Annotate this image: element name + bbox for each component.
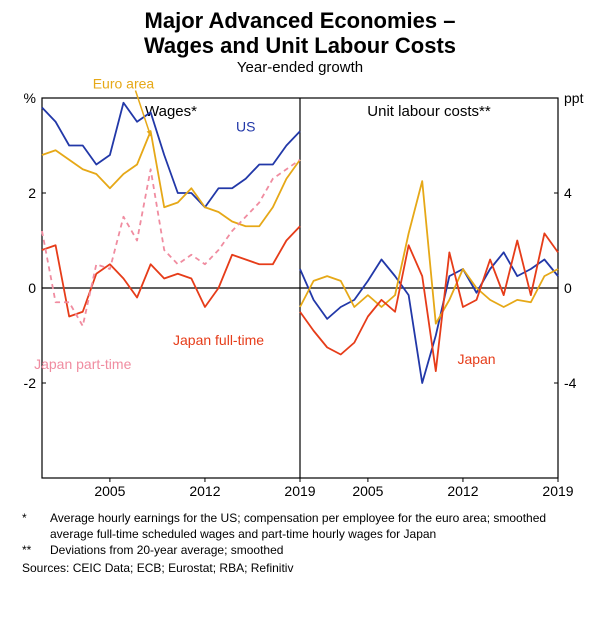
- svg-text:2019: 2019: [284, 483, 315, 499]
- svg-text:2: 2: [28, 185, 36, 201]
- footnote-2-marker: **: [22, 542, 50, 558]
- chart-title-2: Wages and Unit Labour Costs: [0, 33, 600, 58]
- sources-text: CEIC Data; ECB; Eurostat; RBA; Refinitiv: [73, 561, 294, 575]
- chart-subtitle: Year-ended growth: [0, 59, 600, 76]
- svg-text:-2: -2: [24, 375, 37, 391]
- footnote-1-marker: *: [22, 510, 50, 526]
- svg-text:Japan part-time: Japan part-time: [34, 355, 131, 371]
- footnotes: *Average hourly earnings for the US; com…: [0, 506, 600, 577]
- chart-title-1: Major Advanced Economies –: [0, 8, 600, 33]
- svg-text:4: 4: [564, 185, 572, 201]
- footnote-2-text: Deviations from 20-year average; smoothe…: [50, 542, 574, 558]
- svg-text:Japan full-time: Japan full-time: [173, 332, 264, 348]
- svg-text:US: US: [236, 118, 255, 134]
- sources-line: Sources: CEIC Data; ECB; Eurostat; RBA; …: [22, 560, 578, 576]
- footnote-1-text: Average hourly earnings for the US; comp…: [50, 510, 574, 542]
- svg-text:2012: 2012: [447, 483, 478, 499]
- svg-text:2012: 2012: [189, 483, 220, 499]
- sources-label: Sources:: [22, 561, 69, 575]
- svg-text:%: %: [24, 90, 36, 106]
- svg-text:0: 0: [28, 280, 36, 296]
- svg-text:2005: 2005: [352, 483, 383, 499]
- svg-text:Unit labour costs**: Unit labour costs**: [367, 103, 491, 120]
- svg-text:Japan: Japan: [457, 351, 495, 367]
- svg-text:2019: 2019: [542, 483, 573, 499]
- svg-text:Euro area: Euro area: [93, 76, 155, 92]
- svg-text:ppt: ppt: [564, 90, 584, 106]
- title-block: Major Advanced Economies – Wages and Uni…: [0, 0, 600, 76]
- footnote-2: **Deviations from 20-year average; smoot…: [22, 542, 578, 558]
- chart-area: -202%200520122019Wages*USEuro areaJapan …: [0, 76, 600, 506]
- svg-text:2005: 2005: [94, 483, 125, 499]
- svg-text:0: 0: [564, 280, 572, 296]
- svg-text:-4: -4: [564, 375, 577, 391]
- footnote-1: *Average hourly earnings for the US; com…: [22, 510, 578, 542]
